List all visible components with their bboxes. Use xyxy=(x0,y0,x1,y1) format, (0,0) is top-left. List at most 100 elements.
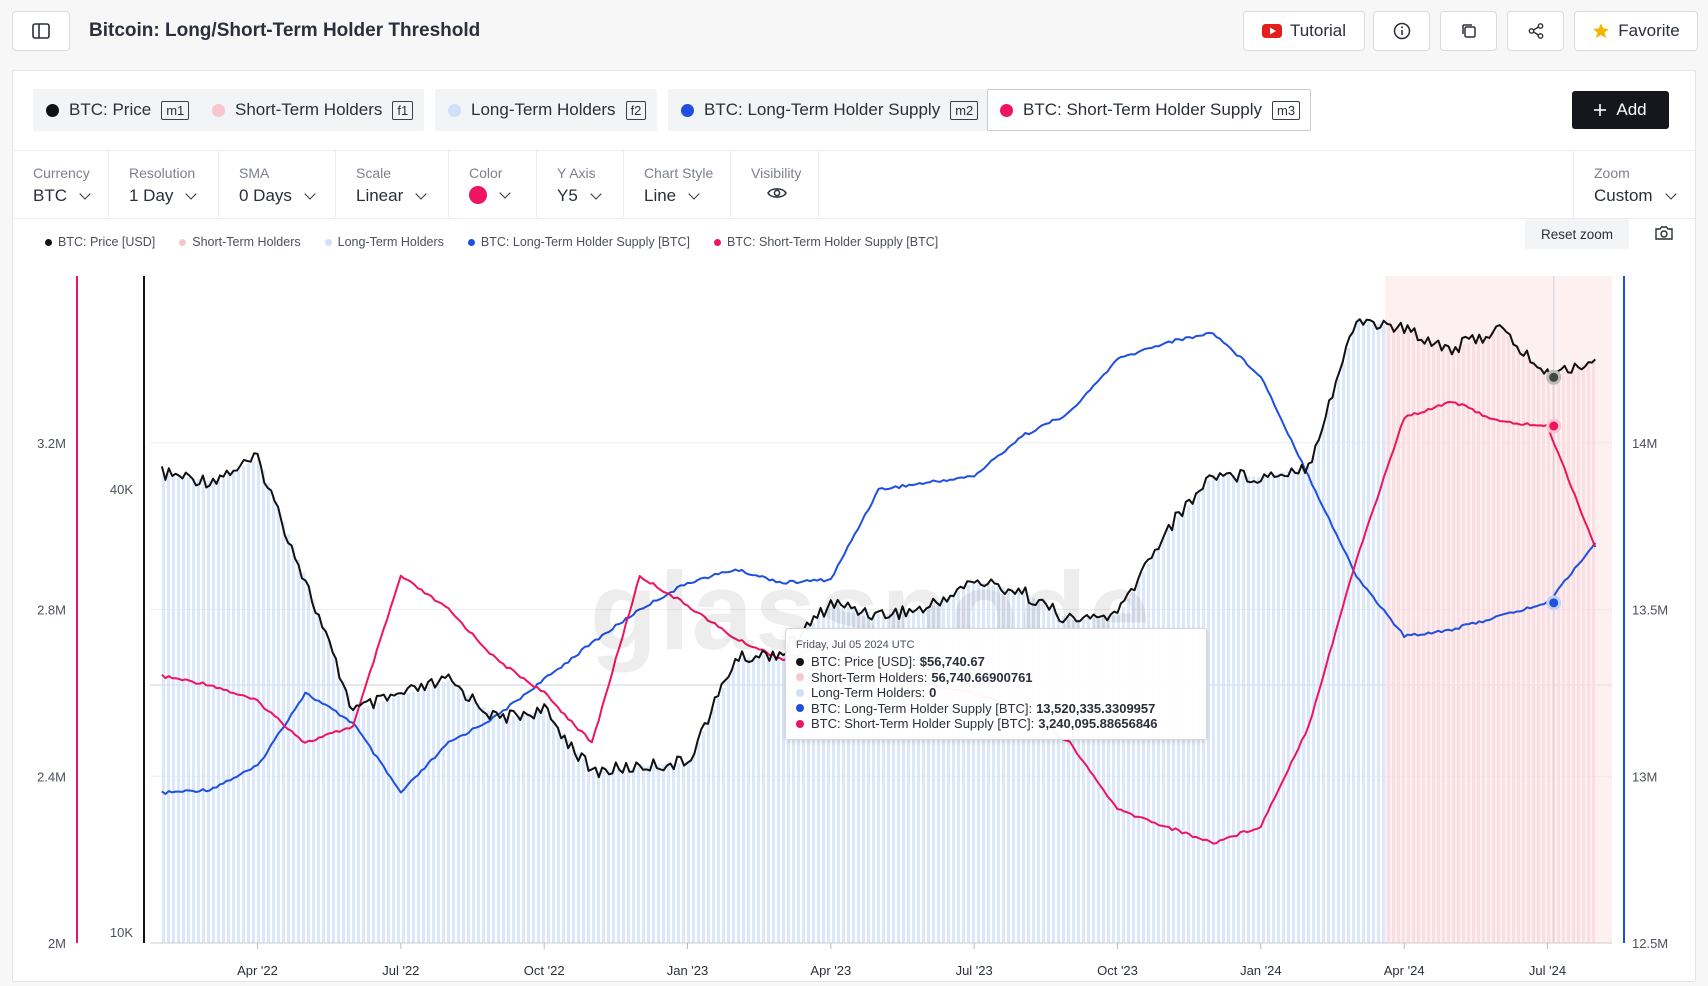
long-term-holders-bar xyxy=(737,658,740,943)
long-term-holders-bar xyxy=(802,632,805,943)
long-term-holders-bar xyxy=(1102,616,1105,943)
scale-select[interactable]: Scale Linear xyxy=(336,151,449,219)
chart-style-value: Line xyxy=(644,186,677,205)
tooltip-row: Long-Term Holders: 0 xyxy=(796,685,1196,701)
long-term-holders-bar xyxy=(872,612,875,943)
long-term-holders-bar xyxy=(392,697,395,943)
long-term-holders-bar xyxy=(1022,591,1025,943)
metric-key: f2 xyxy=(625,100,647,120)
long-term-holders-bar xyxy=(577,752,580,943)
reset-zoom-button[interactable]: Reset zoom xyxy=(1525,219,1629,249)
long-term-holders-bar xyxy=(372,704,375,943)
long-term-holders-bar xyxy=(747,657,750,943)
long-term-holders-bar xyxy=(847,606,850,943)
sidebar-toggle-button[interactable] xyxy=(12,11,70,51)
long-term-holders-bar xyxy=(882,614,885,943)
long-term-holders-bar xyxy=(287,534,290,943)
sth-axis-tick-label: 2.8M xyxy=(37,603,66,618)
legend-label: Short-Term Holders xyxy=(192,235,301,249)
metric-key: m3 xyxy=(1272,100,1301,120)
sth-hover-marker xyxy=(1546,418,1562,434)
metric-pill-sth-supply[interactable]: BTC: Short-Term Holder Supply m3 xyxy=(987,89,1312,131)
scale-label: Scale xyxy=(356,165,392,181)
long-term-holders-bar xyxy=(602,770,605,943)
long-term-holders-bar xyxy=(772,653,775,943)
chart-style-select[interactable]: Chart Style Line xyxy=(624,151,731,219)
long-term-holders-bar xyxy=(1137,580,1140,943)
zoom-select[interactable]: Zoom Custom xyxy=(1573,151,1697,219)
metric-label: BTC: Long-Term Holder Supply xyxy=(704,100,941,119)
add-label: Add xyxy=(1616,100,1647,119)
long-term-holders-bar xyxy=(607,770,610,943)
long-term-holders-bar xyxy=(1322,424,1325,943)
long-term-holders-bar xyxy=(1002,587,1005,943)
resolution-select[interactable]: Resolution 1 Day xyxy=(109,151,219,219)
long-term-holders-bar xyxy=(342,680,345,943)
metric-pill-lth-supply[interactable]: BTC: Long-Term Holder Supply m2 xyxy=(668,89,990,131)
tooltip-label: BTC: Short-Term Holder Supply [BTC]: xyxy=(811,716,1035,732)
legend-item-short-term-holders[interactable]: Short-Term Holders xyxy=(179,235,301,249)
metric-pill-long-term-holders[interactable]: Long-Term Holders f2 xyxy=(435,89,658,131)
long-term-holders-bar xyxy=(467,694,470,943)
copy-button[interactable] xyxy=(1440,11,1497,51)
chart-controls-row: Currency BTC Resolution 1 Day SMA 0 Days… xyxy=(13,151,1695,219)
long-term-holders-bar xyxy=(932,605,935,943)
long-term-holders-bar xyxy=(197,479,200,943)
long-term-holders-bar xyxy=(1092,617,1095,943)
tutorial-button[interactable]: Tutorial xyxy=(1243,11,1365,51)
tooltip-label: Long-Term Holders: xyxy=(811,685,926,701)
long-term-holders-bar xyxy=(442,682,445,943)
long-term-holders-bar xyxy=(1357,319,1360,944)
color-select[interactable]: Color xyxy=(449,151,537,219)
long-term-holders-bar xyxy=(207,480,210,943)
metric-pill-btc-price[interactable]: BTC: Price m1 xyxy=(33,89,201,131)
long-term-holders-bar xyxy=(417,689,420,943)
long-term-holders-bar xyxy=(612,769,615,943)
sma-select[interactable]: SMA 0 Days xyxy=(219,151,336,219)
long-term-holders-bar xyxy=(382,701,385,943)
long-term-holders-bar xyxy=(277,508,280,943)
share-button[interactable] xyxy=(1507,11,1564,51)
long-term-holders-bar xyxy=(337,666,340,943)
y-axis-select[interactable]: Y Axis Y5 xyxy=(537,151,624,219)
lth-axis-tick-label: 12.5M xyxy=(1632,936,1668,951)
visibility-toggle[interactable]: Visibility xyxy=(731,151,819,219)
long-term-holders-bar xyxy=(1267,475,1270,943)
long-term-holders-bar xyxy=(1252,476,1255,943)
legend-dot xyxy=(467,238,475,246)
tooltip-value: 56,740.66900761 xyxy=(931,669,1033,685)
page-title: Bitcoin: Long/Short-Term Holder Threshol… xyxy=(89,20,481,41)
legend-item-lth-supply[interactable]: BTC: Long-Term Holder Supply [BTC] xyxy=(467,235,690,249)
long-term-holders-bar xyxy=(592,771,595,943)
long-term-holders-bar xyxy=(982,582,985,943)
long-term-holders-bar xyxy=(397,696,400,943)
long-term-holders-bar xyxy=(1297,468,1300,943)
legend-item-sth-supply[interactable]: BTC: Short-Term Holder Supply [BTC] xyxy=(714,235,938,249)
lth-axis-tick-label: 14M xyxy=(1632,436,1657,451)
tooltip-dot xyxy=(796,719,804,728)
long-term-holders-bar xyxy=(632,767,635,943)
screenshot-button[interactable] xyxy=(1653,222,1675,244)
add-metric-button[interactable]: Add xyxy=(1572,91,1669,129)
long-term-holders-bar xyxy=(947,596,950,943)
legend-item-long-term-holders[interactable]: Long-Term Holders xyxy=(324,235,444,249)
long-term-holders-bar xyxy=(1362,320,1365,943)
long-term-holders-bar xyxy=(1257,476,1260,943)
long-term-holders-bar xyxy=(1352,332,1355,943)
info-button[interactable] xyxy=(1373,11,1430,51)
long-term-holders-bar xyxy=(587,765,590,943)
long-term-holders-bar xyxy=(717,698,720,943)
tooltip-row: BTC: Price [USD]: $56,740.67 xyxy=(796,654,1196,670)
currency-select[interactable]: Currency BTC xyxy=(13,151,109,219)
x-axis-tick-label: Jul '24 xyxy=(1529,963,1566,978)
legend-item-btc-price[interactable]: BTC: Price [USD] xyxy=(45,235,155,249)
long-term-holders-bar xyxy=(1032,597,1035,943)
long-term-holders-bar xyxy=(757,655,760,943)
long-term-holders-bar xyxy=(637,766,640,943)
metric-pill-short-term-holders[interactable]: Short-Term Holders f1 xyxy=(199,89,425,131)
long-term-holders-bar xyxy=(1312,455,1315,943)
favorite-button[interactable]: Favorite xyxy=(1574,11,1698,51)
long-term-holders-bar xyxy=(1247,476,1250,943)
metric-color-dot xyxy=(681,103,694,117)
